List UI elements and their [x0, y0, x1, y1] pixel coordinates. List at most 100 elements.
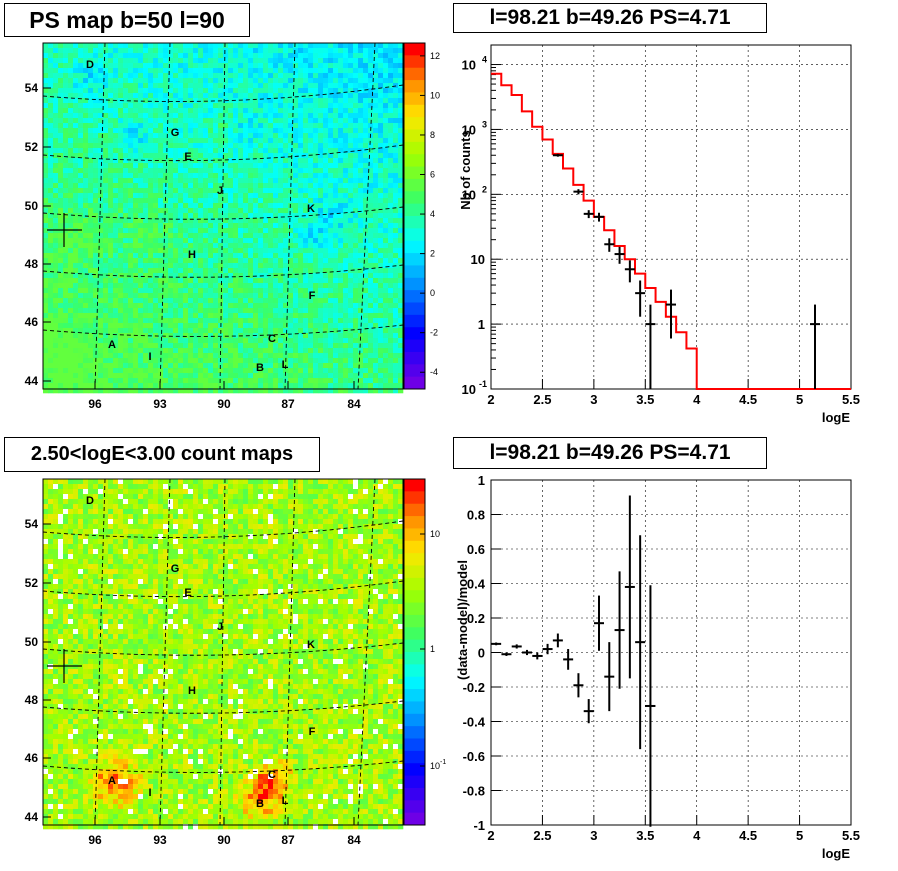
map-pixel [148, 118, 154, 124]
map-pixel [323, 118, 329, 124]
map-pixel [243, 258, 249, 264]
map-pixel [293, 298, 299, 304]
map-pixel [58, 233, 64, 239]
map-pixel [398, 173, 404, 179]
map-pixel [43, 188, 49, 194]
map-pixel [338, 168, 344, 174]
map-pixel [393, 253, 399, 259]
map-pixel [148, 143, 154, 149]
map-pixel [93, 148, 99, 154]
map-pixel [53, 273, 59, 279]
map-pixel [223, 358, 229, 364]
map-pixel [258, 43, 264, 49]
map-pixel [138, 78, 144, 84]
map-pixel [348, 348, 354, 354]
map-pixel [303, 288, 309, 294]
map-pixel [318, 318, 324, 324]
map-pixel [128, 353, 134, 359]
count-map-title: 2.50<logE<3.00 count maps [4, 437, 320, 472]
map-pixel [183, 283, 189, 289]
map-pixel [253, 358, 259, 364]
map-pixel [83, 293, 89, 299]
map-pixel [213, 233, 219, 239]
map-pixel [283, 318, 289, 324]
map-pixel [118, 358, 124, 364]
map-pixel [153, 383, 159, 389]
map-pixel [328, 58, 334, 64]
map-pixel [113, 278, 119, 284]
map-pixel [368, 183, 374, 189]
map-pixel [353, 198, 359, 204]
map-pixel [313, 338, 319, 344]
map-pixel [388, 73, 394, 79]
map-pixel [398, 273, 404, 279]
map-pixel [273, 353, 279, 359]
map-pixel [48, 228, 54, 234]
map-pixel [388, 318, 394, 324]
map-pixel [198, 118, 204, 124]
map-pixel [288, 233, 294, 239]
map-pixel [188, 273, 194, 279]
map-pixel [213, 203, 219, 209]
map-pixel [368, 358, 374, 364]
map-pixel [308, 298, 314, 304]
map-pixel [73, 378, 79, 384]
map-pixel [218, 133, 224, 139]
map-pixel [223, 198, 229, 204]
map-pixel [173, 328, 179, 334]
map-pixel [213, 103, 219, 109]
map-pixel [218, 148, 224, 154]
map-pixel [348, 303, 354, 309]
map-pixel [193, 58, 199, 64]
map-pixel [393, 258, 399, 264]
map-pixel [293, 223, 299, 229]
map-pixel [63, 198, 69, 204]
map-pixel [203, 118, 209, 124]
map-pixel [113, 223, 119, 229]
map-pixel [248, 328, 254, 334]
map-pixel [48, 363, 54, 369]
map-pixel [223, 138, 229, 144]
map-pixel [43, 313, 49, 319]
map-pixel [163, 168, 169, 174]
map-pixel [168, 363, 174, 369]
map-pixel [273, 68, 279, 74]
map-pixel [238, 103, 244, 109]
map-pixel [213, 383, 219, 389]
map-pixel [88, 148, 94, 154]
map-pixel [253, 283, 259, 289]
map-pixel [318, 348, 324, 354]
map-pixel [43, 348, 49, 354]
map-pixel [278, 283, 284, 289]
map-pixel [338, 198, 344, 204]
map-pixel [303, 193, 309, 199]
map-pixel [358, 258, 364, 264]
map-pixel [163, 43, 169, 49]
map-pixel [83, 383, 89, 389]
map-pixel [68, 103, 74, 109]
map-pixel [208, 298, 214, 304]
map-pixel [193, 103, 199, 109]
map-pixel [63, 158, 69, 164]
map-pixel [143, 283, 149, 289]
map-pixel [108, 68, 114, 74]
map-pixel [303, 263, 309, 269]
map-pixel [243, 303, 249, 309]
map-pixel [183, 288, 189, 294]
map-pixel [278, 113, 284, 119]
map-pixel [348, 188, 354, 194]
map-pixel [128, 73, 134, 79]
map-pixel [183, 308, 189, 314]
map-pixel [133, 373, 139, 379]
map-pixel [78, 183, 84, 189]
map-pixel [273, 313, 279, 319]
map-pixel [188, 68, 194, 74]
map-pixel [338, 223, 344, 229]
map-pixel [193, 363, 199, 369]
map-pixel [263, 248, 269, 254]
map-pixel [358, 163, 364, 169]
map-pixel [138, 383, 144, 389]
map-pixel [378, 68, 384, 74]
map-pixel [323, 178, 329, 184]
map-pixel [358, 53, 364, 59]
